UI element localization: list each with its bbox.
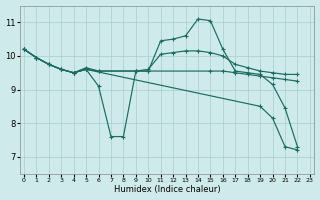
X-axis label: Humidex (Indice chaleur): Humidex (Indice chaleur): [114, 185, 220, 194]
